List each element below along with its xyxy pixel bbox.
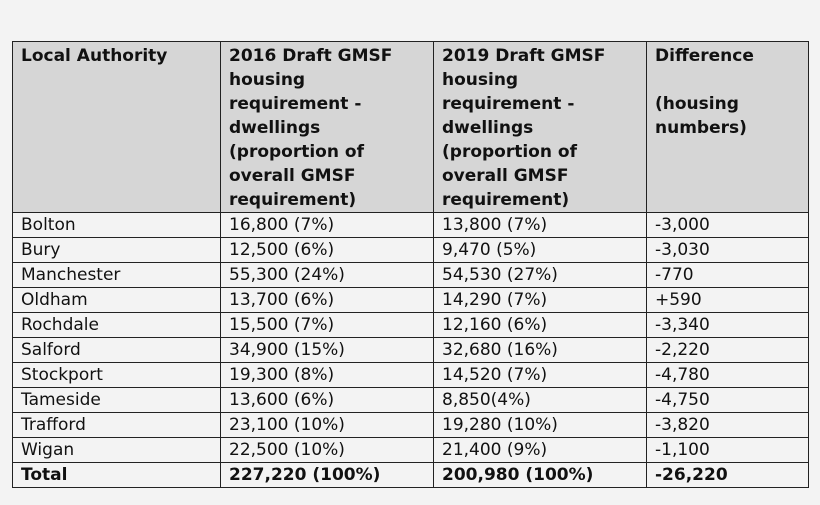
cell-2016: 12,500 (6%)	[220, 237, 434, 263]
cell-authority: Bury	[12, 237, 221, 263]
cell-2016: 19,300 (8%)	[220, 362, 434, 388]
cell-2019: 19,280 (10%)	[433, 412, 647, 438]
header-local-authority: Local Authority	[12, 41, 221, 213]
cell-2016: 16,800 (7%)	[220, 212, 434, 238]
cell-2016: 55,300 (24%)	[220, 262, 434, 288]
cell-2019: 14,520 (7%)	[433, 362, 647, 388]
cell-2019: 21,400 (9%)	[433, 437, 647, 463]
cell-2019: 9,470 (5%)	[433, 237, 647, 263]
table-row: Trafford 23,100 (10%) 19,280 (10%) -3,820	[12, 412, 809, 438]
cell-authority: Oldham	[12, 287, 221, 313]
table-row: Oldham 13,700 (6%) 14,290 (7%) +590	[12, 287, 809, 313]
cell-2019: 13,800 (7%)	[433, 212, 647, 238]
header-difference: Difference (housing numbers)	[646, 41, 809, 213]
table-row: Bury 12,500 (6%) 9,470 (5%) -3,030	[12, 237, 809, 263]
table-row: Wigan 22,500 (10%) 21,400 (9%) -1,100	[12, 437, 809, 463]
cell-authority: Rochdale	[12, 312, 221, 338]
cell-authority: Trafford	[12, 412, 221, 438]
cell-2019: 54,530 (27%)	[433, 262, 647, 288]
housing-requirement-table: Local Authority 2016 Draft GMSF housing …	[12, 41, 809, 488]
total-2016: 227,220 (100%)	[220, 462, 434, 488]
cell-difference: -3,340	[646, 312, 809, 338]
header-2016-draft: 2016 Draft GMSF housing requirement - dw…	[220, 41, 434, 213]
cell-difference: -2,220	[646, 337, 809, 363]
cell-2019: 32,680 (16%)	[433, 337, 647, 363]
cell-2019: 12,160 (6%)	[433, 312, 647, 338]
cell-authority: Salford	[12, 337, 221, 363]
cell-authority: Stockport	[12, 362, 221, 388]
cell-authority: Wigan	[12, 437, 221, 463]
table-row: Tameside 13,600 (6%) 8,850(4%) -4,750	[12, 387, 809, 413]
cell-2019: 8,850(4%)	[433, 387, 647, 413]
table-row: Stockport 19,300 (8%) 14,520 (7%) -4,780	[12, 362, 809, 388]
cell-difference: -770	[646, 262, 809, 288]
cell-2016: 13,700 (6%)	[220, 287, 434, 313]
cell-difference: -3,030	[646, 237, 809, 263]
cell-2016: 34,900 (15%)	[220, 337, 434, 363]
table-row: Bolton 16,800 (7%) 13,800 (7%) -3,000	[12, 212, 809, 238]
cell-difference: +590	[646, 287, 809, 313]
total-label: Total	[12, 462, 221, 488]
cell-2016: 13,600 (6%)	[220, 387, 434, 413]
cell-2016: 22,500 (10%)	[220, 437, 434, 463]
cell-difference: -1,100	[646, 437, 809, 463]
cell-difference: -4,750	[646, 387, 809, 413]
total-2019: 200,980 (100%)	[433, 462, 647, 488]
cell-2016: 15,500 (7%)	[220, 312, 434, 338]
table-row: Manchester 55,300 (24%) 54,530 (27%) -770	[12, 262, 809, 288]
cell-difference: -4,780	[646, 362, 809, 388]
total-difference: -26,220	[646, 462, 809, 488]
header-row: Local Authority 2016 Draft GMSF housing …	[12, 41, 809, 213]
total-row: Total 227,220 (100%) 200,980 (100%) -26,220	[12, 462, 809, 488]
cell-authority: Tameside	[12, 387, 221, 413]
table-row: Rochdale 15,500 (7%) 12,160 (6%) -3,340	[12, 312, 809, 338]
cell-difference: -3,820	[646, 412, 809, 438]
cell-2016: 23,100 (10%)	[220, 412, 434, 438]
table-row: Salford 34,900 (15%) 32,680 (16%) -2,220	[12, 337, 809, 363]
cell-authority: Bolton	[12, 212, 221, 238]
cell-authority: Manchester	[12, 262, 221, 288]
header-2019-draft: 2019 Draft GMSF housing requirement - dw…	[433, 41, 647, 213]
cell-2019: 14,290 (7%)	[433, 287, 647, 313]
cell-difference: -3,000	[646, 212, 809, 238]
